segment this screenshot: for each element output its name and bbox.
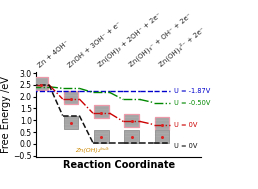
Bar xyxy=(94,130,109,143)
Bar xyxy=(124,114,139,127)
Text: Zn(OH)₄²⁻ + 2e⁻: Zn(OH)₄²⁻ + 2e⁻ xyxy=(157,26,206,68)
Text: Zn(OH)₂ᵇᵘˡᵏ: Zn(OH)₂ᵇᵘˡᵏ xyxy=(75,147,109,153)
X-axis label: Reaction Coordinate: Reaction Coordinate xyxy=(63,160,175,170)
Bar xyxy=(94,105,109,119)
Bar xyxy=(33,77,48,90)
Bar xyxy=(155,117,169,130)
Text: U = 0V: U = 0V xyxy=(174,122,197,128)
Y-axis label: Free Energy /eV: Free Energy /eV xyxy=(1,76,11,153)
Bar xyxy=(124,130,139,143)
Text: Zn(OH)₃⁻ + OH⁻ + 2e⁻: Zn(OH)₃⁻ + OH⁻ + 2e⁻ xyxy=(127,12,192,68)
Text: Zn(OH)₂ + 2OH⁻ + 2e⁻: Zn(OH)₂ + 2OH⁻ + 2e⁻ xyxy=(97,12,163,68)
Text: U = -1.87V: U = -1.87V xyxy=(174,88,210,94)
Text: ZnOH + 3OH⁻ + e⁻: ZnOH + 3OH⁻ + e⁻ xyxy=(67,20,123,68)
Text: Zn + 4OH⁻: Zn + 4OH⁻ xyxy=(37,39,70,68)
Bar xyxy=(64,116,78,129)
Bar xyxy=(155,130,169,143)
Text: U = -0.50V: U = -0.50V xyxy=(174,100,210,105)
Bar xyxy=(64,91,78,104)
Text: U = 0V: U = 0V xyxy=(174,143,197,149)
